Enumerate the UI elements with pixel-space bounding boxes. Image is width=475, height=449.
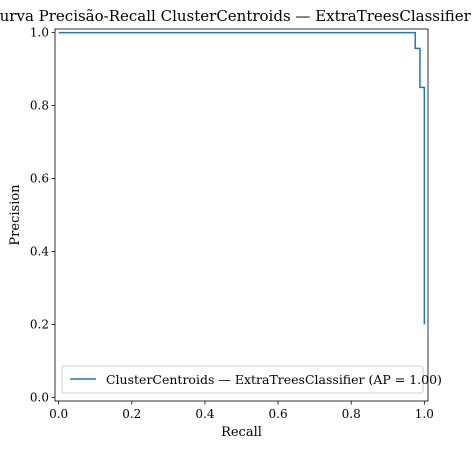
series-layer (58, 31, 426, 325)
x-tick-label: 0.8 (342, 407, 361, 421)
legend-label: ClusterCentroids — ExtraTreesClassifier … (106, 372, 442, 387)
x-axis-label: Recall (221, 425, 262, 440)
pr-curve-line (58, 31, 426, 325)
x-tick-label: 0.4 (195, 407, 214, 421)
legend: ClusterCentroids — ExtraTreesClassifier … (61, 365, 442, 394)
x-tick-label: 0.6 (269, 407, 288, 421)
y-axis-label: Precision (8, 184, 23, 246)
x-tick-label: 0.2 (122, 407, 141, 421)
x-axis-ticks: 0.0 0.2 0.4 0.6 0.8 1.0 (49, 401, 434, 421)
plot-frame (54, 28, 429, 402)
y-tick-label: 0.6 (30, 172, 49, 186)
legend-box (61, 365, 424, 394)
y-tick-label: 0.8 (30, 99, 49, 113)
y-tick-label: 0.4 (30, 244, 49, 258)
y-axis-ticks: 0.0 0.2 0.4 0.6 0.8 1.0 (30, 26, 55, 404)
y-tick-label: 0.0 (30, 390, 49, 404)
y-tick-label: 0.2 (30, 317, 49, 331)
x-tick-label: 0.0 (49, 407, 68, 421)
x-tick-label: 1.0 (415, 407, 434, 421)
chart-title: Curva Precisão-Recall ClusterCentroids —… (0, 7, 472, 25)
y-tick-label: 1.0 (30, 26, 49, 40)
